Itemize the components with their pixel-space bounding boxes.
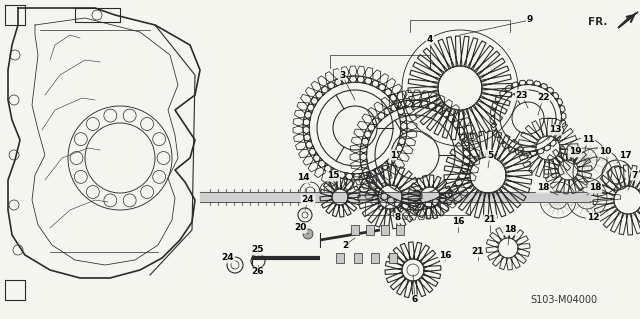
Polygon shape (618, 12, 638, 28)
Text: 23: 23 (516, 91, 528, 100)
Text: 18: 18 (504, 226, 516, 234)
Bar (381, 225, 389, 235)
Text: 12: 12 (587, 213, 599, 222)
Text: 3: 3 (339, 70, 345, 79)
Text: 16: 16 (439, 250, 451, 259)
Text: 24: 24 (221, 254, 234, 263)
Text: 17: 17 (619, 151, 631, 160)
Text: 14: 14 (297, 174, 309, 182)
Text: 7: 7 (632, 170, 638, 180)
Text: S103-M04000: S103-M04000 (530, 295, 597, 305)
Text: 8: 8 (395, 213, 401, 222)
Text: 5: 5 (487, 151, 493, 160)
Bar (366, 225, 374, 235)
Text: 21: 21 (472, 248, 484, 256)
Text: 4: 4 (427, 35, 433, 44)
Text: 10: 10 (599, 147, 611, 157)
Text: 15: 15 (327, 172, 339, 181)
Text: 16: 16 (452, 218, 464, 226)
Circle shape (303, 229, 313, 239)
Text: FR.: FR. (588, 17, 607, 27)
Text: 20: 20 (294, 224, 306, 233)
Text: 19: 19 (569, 147, 581, 157)
Text: 1: 1 (390, 151, 396, 160)
Bar (351, 225, 359, 235)
Text: 18: 18 (589, 183, 601, 192)
Text: 9: 9 (527, 16, 533, 25)
Text: 11: 11 (582, 136, 595, 145)
Bar (336, 253, 344, 263)
Bar (396, 225, 404, 235)
Text: 21: 21 (484, 216, 496, 225)
Text: 26: 26 (252, 268, 264, 277)
Bar (389, 253, 397, 263)
Text: 25: 25 (252, 246, 264, 255)
Text: 24: 24 (301, 196, 314, 204)
Text: 22: 22 (537, 93, 549, 102)
Bar (354, 253, 362, 263)
Text: 2: 2 (342, 241, 348, 249)
Text: 18: 18 (537, 183, 549, 192)
Text: 6: 6 (412, 295, 418, 305)
Text: 13: 13 (548, 125, 561, 135)
Bar (371, 253, 379, 263)
